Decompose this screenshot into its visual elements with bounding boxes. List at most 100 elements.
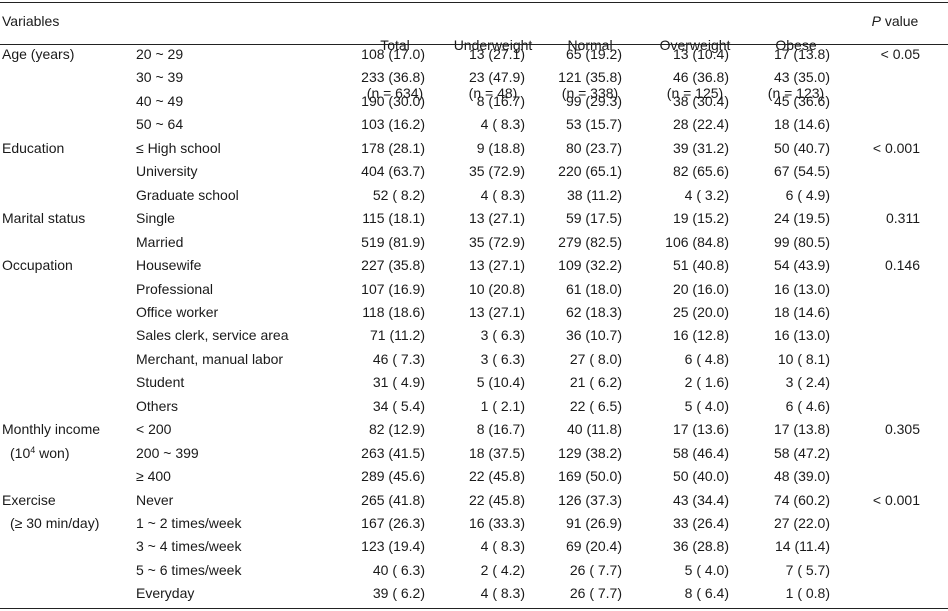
row-value: 404 (63.7) <box>361 163 425 180</box>
group-pvalue: < 0.05 <box>880 46 920 62</box>
row-value: 34 ( 5.4) <box>372 397 425 414</box>
row-category: University <box>136 163 198 180</box>
row-value: 26 ( 7.7) <box>569 585 622 602</box>
header-total: Total (n = 634) <box>340 5 450 133</box>
row-value: 129 (38.2) <box>558 444 622 461</box>
row-value: 233 (36.8) <box>361 69 425 86</box>
row-category: 1 ~ 2 times/week <box>136 515 242 531</box>
group-sublabel-pre: (10 <box>10 444 31 461</box>
row-value: 62 (18.3) <box>565 303 622 320</box>
row-value: 8 (16.7) <box>476 421 525 438</box>
group-sublabel-post: won) <box>35 444 70 461</box>
row-category: Merchant, manual labor <box>136 350 284 367</box>
table-top-rule <box>0 2 948 3</box>
row-value: 59 (17.5) <box>565 210 622 227</box>
row-value: 69 (20.4) <box>565 538 622 555</box>
row-value: 227 (35.8) <box>361 257 425 274</box>
group-label: Age (years) <box>2 46 75 62</box>
row-value: 26 ( 7.7) <box>569 561 622 578</box>
row-value: 17 (13.8) <box>773 421 830 438</box>
group-label: Occupation <box>2 257 73 274</box>
row-value: 67 (54.5) <box>773 163 830 180</box>
row-value: 82 (65.6) <box>672 163 729 180</box>
row-value: 80 (23.7) <box>565 139 622 156</box>
row-category: 5 ~ 6 times/week <box>136 561 242 578</box>
header-obese: Obese (n = 123) <box>741 5 851 133</box>
header-normal: Normal (n = 338) <box>535 5 645 133</box>
row-category: Others <box>136 397 179 414</box>
row-value: 40 (11.8) <box>567 421 622 438</box>
row-value: 74 (60.2) <box>773 491 830 508</box>
row-value: 20 (16.0) <box>672 280 729 297</box>
row-value: 115 (18.1) <box>362 210 425 227</box>
row-category: Student <box>136 374 185 391</box>
row-value: 6 ( 4.6) <box>785 397 830 414</box>
row-value: 16 (13.0) <box>773 280 830 297</box>
header-obese-label: Obese <box>775 37 817 53</box>
group-sublabel: (104 won) <box>10 445 69 461</box>
header-pvalue-italic: P <box>871 13 881 29</box>
row-value: 39 (31.2) <box>672 139 729 156</box>
row-value: 27 ( 8.0) <box>569 350 622 367</box>
row-category: 40 ~ 49 <box>136 92 184 109</box>
row-category: Everyday <box>136 585 195 602</box>
row-value: 8 (16.7) <box>476 92 525 109</box>
row-value: 43 (35.0) <box>773 69 830 86</box>
row-value: 22 (45.8) <box>468 468 525 485</box>
header-underweight-label: Underweight <box>453 37 533 53</box>
row-value: 36 (28.8) <box>672 538 729 555</box>
row-value: 263 (41.5) <box>361 444 425 461</box>
row-value: 18 (14.6) <box>773 116 830 133</box>
row-value: 21 ( 6.2) <box>569 374 622 391</box>
header-overweight: Overweight (n = 125) <box>640 5 750 133</box>
row-value: 109 (32.2) <box>558 257 622 274</box>
row-value: 31 ( 4.9) <box>372 374 425 391</box>
row-value: 28 (22.4) <box>672 116 729 133</box>
row-value: 50 (40.7) <box>773 139 830 156</box>
row-value: 106 (84.8) <box>665 233 729 250</box>
row-value: 9 (18.8) <box>476 139 525 156</box>
row-value: 48 (39.0) <box>773 468 830 485</box>
header-normal-label: Normal <box>567 37 613 53</box>
row-category: Graduate school <box>136 186 239 203</box>
row-value: 3 ( 6.3) <box>480 327 525 344</box>
row-value: 4 ( 8.3) <box>480 585 525 602</box>
header-variables: Variables <box>2 13 60 29</box>
row-value: 167 (26.3) <box>361 515 425 531</box>
header-obese-n: (n = 123) <box>767 85 825 101</box>
row-value: 289 (45.6) <box>361 468 425 485</box>
row-category: Married <box>136 233 184 250</box>
row-value: 25 (20.0) <box>672 303 729 320</box>
row-value: 27 (22.0) <box>773 515 830 531</box>
row-value: 35 (72.9) <box>468 233 525 250</box>
row-value: 4 ( 8.3) <box>480 538 525 555</box>
row-value: 43 (34.4) <box>672 491 729 508</box>
row-value: 38 (11.2) <box>567 186 622 203</box>
row-value: 13 (27.1) <box>468 257 525 274</box>
row-value: 19 (15.2) <box>672 210 729 227</box>
row-value: 265 (41.8) <box>361 491 425 508</box>
row-value: 65 (19.2) <box>565 46 622 62</box>
row-value: 14 (11.4) <box>775 538 830 555</box>
row-value: 7 ( 5.7) <box>785 561 830 578</box>
row-value: 5 ( 4.0) <box>684 397 729 414</box>
row-value: 40 ( 6.3) <box>372 561 425 578</box>
group-label: Exercise <box>2 491 56 508</box>
group-sublabel-sup: 4 <box>30 444 36 455</box>
group-label: Marital status <box>2 210 86 227</box>
row-value: 123 (19.4) <box>361 538 425 555</box>
row-category: Housewife <box>136 257 202 274</box>
row-category: Professional <box>136 280 214 297</box>
row-value: 190 (30.0) <box>361 92 425 109</box>
group-pvalue: 0.311 <box>886 210 920 227</box>
row-value: 46 ( 7.3) <box>372 350 425 367</box>
row-value: 71 (11.2) <box>370 327 425 344</box>
row-value: 5 ( 4.0) <box>684 561 729 578</box>
row-value: 39 ( 6.2) <box>372 585 425 602</box>
row-value: 45 (36.6) <box>773 92 830 109</box>
row-value: 36 (10.7) <box>565 327 622 344</box>
row-value: 23 (47.9) <box>468 69 525 86</box>
row-value: 61 (18.0) <box>565 280 622 297</box>
row-category: Never <box>136 491 174 508</box>
row-value: 220 (65.1) <box>558 163 622 180</box>
